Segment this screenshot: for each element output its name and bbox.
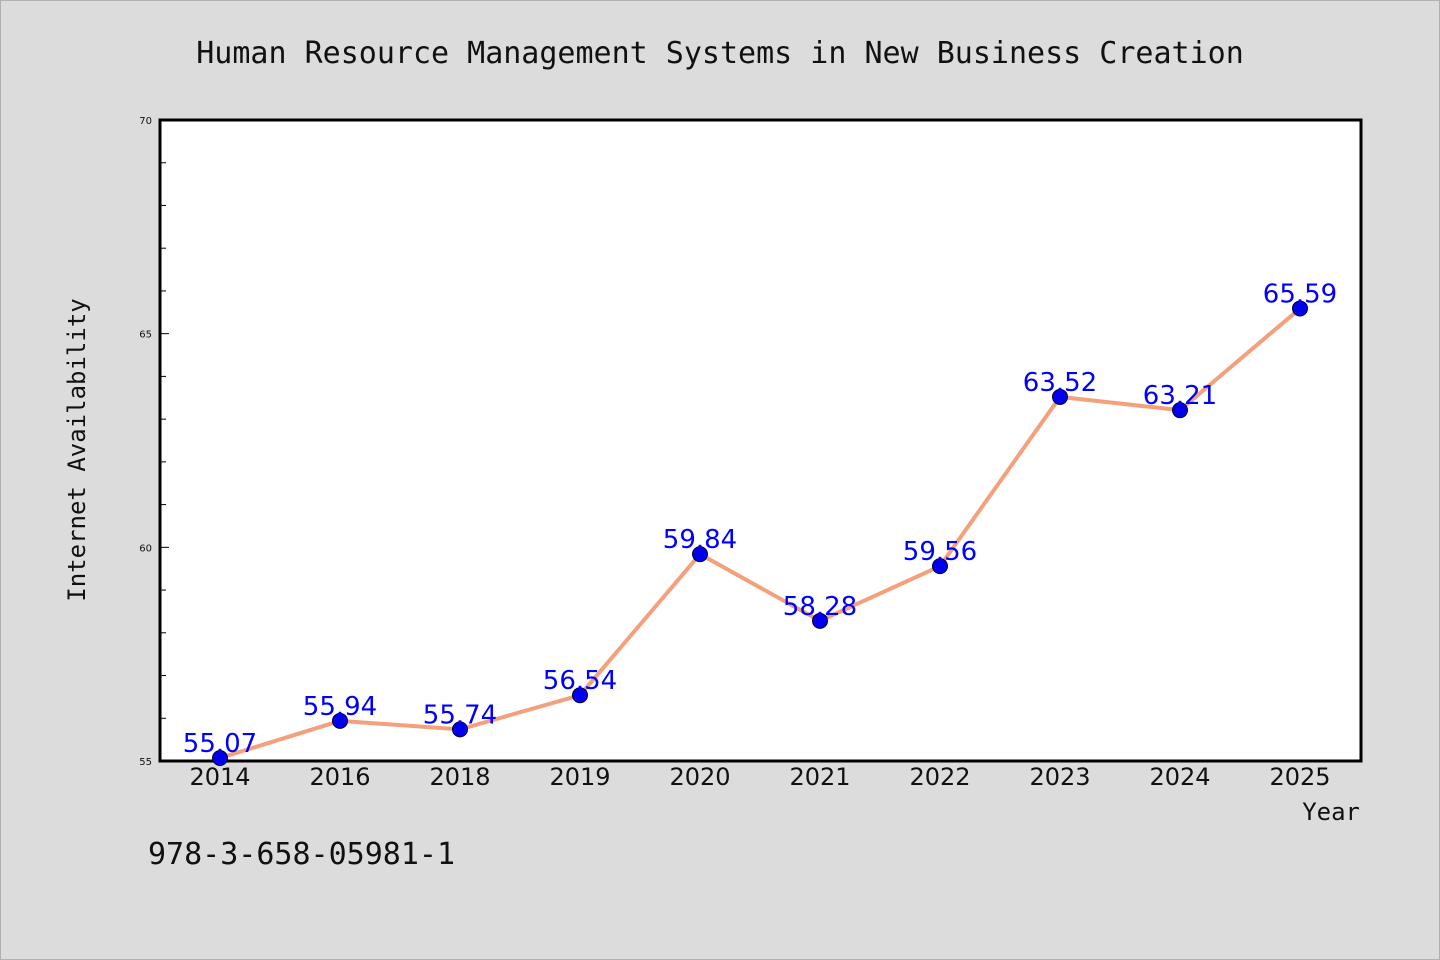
x-tick-label: 2025 [1269, 763, 1330, 791]
x-axis-title: Year [1302, 798, 1360, 826]
data-point [812, 612, 828, 629]
data-label: 63.52 [1023, 368, 1097, 398]
x-tick-label: 2018 [429, 763, 490, 791]
data-label: 55.07 [183, 729, 257, 759]
data-label: 58.28 [783, 592, 857, 622]
x-tick-label: 2019 [549, 763, 610, 791]
y-axis: 55 60 65 70 [139, 116, 169, 768]
data-point [1172, 402, 1188, 419]
y-tick-label: 70 [139, 116, 152, 127]
data-point [212, 750, 228, 767]
x-tick-label: 2023 [1029, 763, 1090, 791]
x-tick-label: 2014 [189, 763, 250, 791]
plot-area [158, 118, 1363, 763]
data-label: 63.21 [1143, 381, 1217, 411]
data-label: 56.54 [543, 666, 617, 696]
data-point [692, 546, 708, 563]
data-point [572, 687, 588, 704]
data-label: 65.59 [1263, 279, 1337, 309]
data-point [1292, 300, 1308, 317]
data-point [332, 712, 348, 729]
data-label: 59.56 [903, 537, 977, 567]
x-tick-label: 2022 [909, 763, 970, 791]
footnote-text: 978-3-658-05981-1 [148, 837, 455, 872]
data-label: 59.84 [663, 525, 737, 555]
x-tick-label: 2020 [669, 763, 730, 791]
y-tick-label: 65 [139, 330, 152, 341]
y-tick-label: 55 [139, 757, 152, 768]
data-label: 55.94 [303, 692, 377, 722]
series-layer: 55.07 55.94 55.74 56.54 59.84 58.28 59.56 63.52… [183, 279, 1337, 767]
chart-title: Human Resource Management Systems in New… [196, 36, 1244, 71]
x-tick-label: 2024 [1149, 763, 1210, 791]
x-axis: 2014 2016 2018 2019 2020 2021 2022 2023 2024 2025 [189, 763, 1330, 791]
data-point [932, 558, 948, 575]
data-label: 55.74 [423, 700, 497, 730]
series-line [218, 306, 1302, 761]
y-axis-title: Internet Availability [63, 298, 91, 601]
x-tick-label: 2016 [309, 763, 370, 791]
data-point [452, 721, 468, 738]
x-tick-label: 2021 [789, 763, 850, 791]
y-tick-label: 60 [139, 543, 152, 554]
data-point [1052, 388, 1068, 405]
